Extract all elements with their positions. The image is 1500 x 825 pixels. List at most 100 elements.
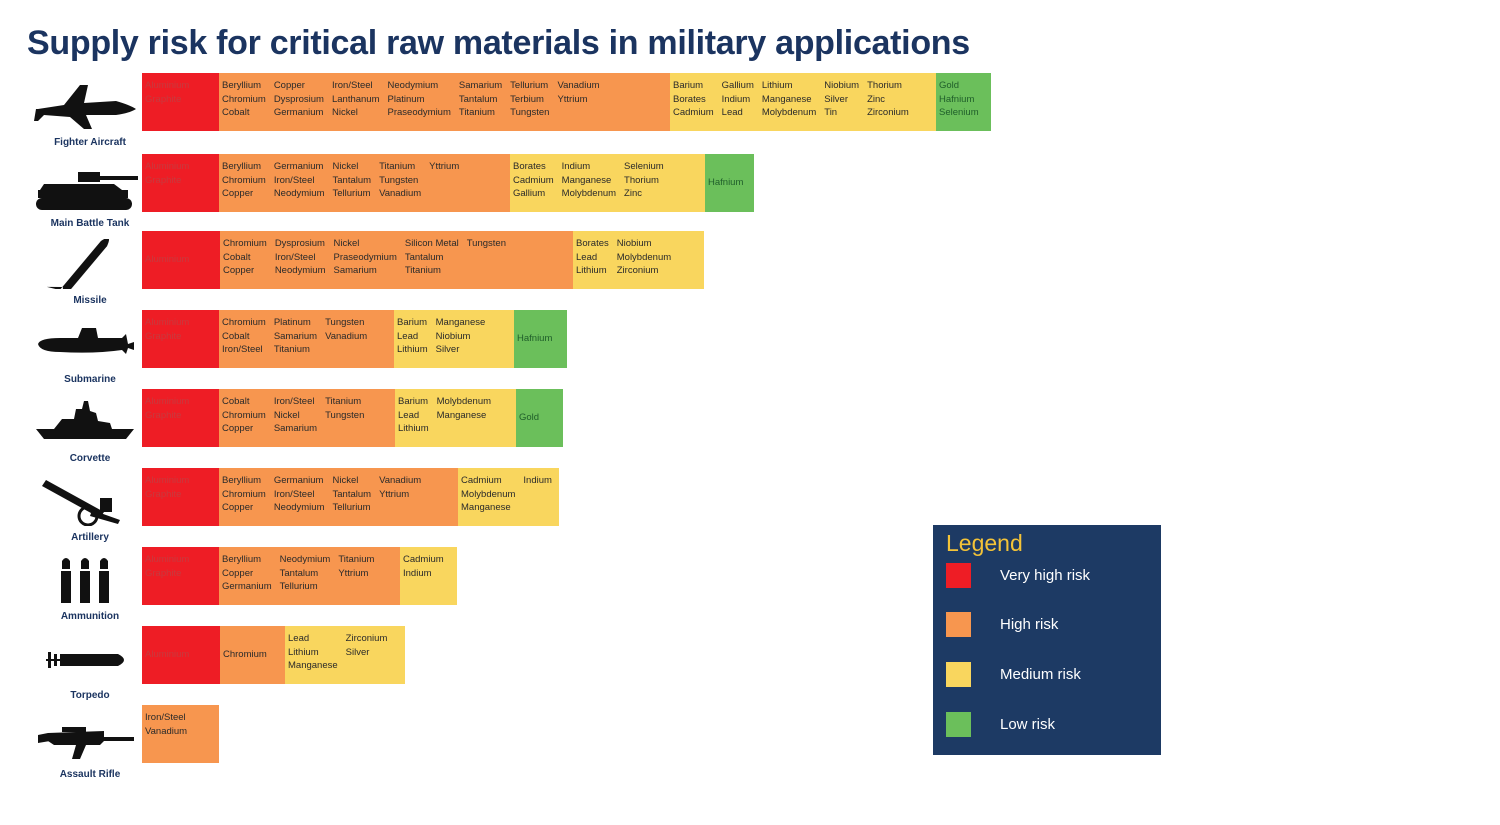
platform-row: Torpedo Aluminium Chromium Lead Lithium Manga… (0, 626, 1000, 711)
material-label: Titanium (325, 396, 362, 407)
legend: Legend Very high risk High risk Medium r… (933, 525, 1161, 755)
material-label: Gallium (513, 188, 546, 199)
material-column: Chromium Cobalt Iron/Steel (222, 316, 266, 368)
platform-label: Corvette (69, 453, 111, 464)
material-label: Tantalum (279, 567, 319, 579)
material-label: Graphite (145, 330, 182, 342)
material-label: Cadmium (461, 475, 502, 486)
material-column: Dysprosium Iron/Steel Neodymium (275, 237, 326, 289)
risk-segment-very-high: Aluminium Graphite (142, 389, 219, 447)
material-label: Hafnium (517, 333, 553, 345)
material-label: Cobalt (222, 107, 250, 118)
material-label: Tungsten (379, 174, 419, 186)
material-column: Aluminium Graphite (145, 160, 189, 212)
material-label: Neodymium (279, 554, 331, 565)
material-label: Copper (273, 80, 305, 91)
material-label: Gallium (721, 80, 754, 91)
material-label: Indium (403, 567, 432, 579)
material-label: Beryllium (222, 161, 262, 172)
material-label: Nickel (333, 238, 360, 249)
material-label: Copper (222, 423, 254, 434)
legend-swatch-low (946, 712, 971, 737)
material-column: Tungsten Vanadium (325, 316, 367, 368)
torpedo-icon (34, 634, 138, 684)
risk-segment-high: Beryllium Copper Germanium Neodymium Tantalu… (219, 547, 400, 605)
page-title: Supply risk for critical raw materials i… (27, 24, 970, 62)
material-label: Vanadium (145, 725, 188, 737)
platform-row: Corvette Aluminium Graphite Cobalt Chromium C… (0, 389, 1000, 474)
risk-segment-high: Chromium (220, 626, 285, 684)
corvette-icon (34, 397, 138, 447)
material-column: Molybdenum Manganese (437, 395, 491, 447)
material-column: Samarium Tantalum Titanium (459, 79, 502, 131)
risk-segment-high: Cobalt Chromium Copper Iron/Steel Nickel Sama… (219, 389, 395, 447)
material-label: Vanadium (325, 330, 368, 342)
risk-segment-low: Gold (516, 389, 563, 447)
material-label: Chromium (222, 488, 266, 500)
material-column: Yttrium (429, 160, 459, 212)
material-column: Niobium Silver Tin (824, 79, 859, 131)
material-label: Zinc (867, 93, 886, 105)
risk-segment-very-high: Aluminium (142, 626, 220, 684)
material-label: Cobalt (222, 330, 250, 342)
material-column: Tungsten (467, 237, 506, 289)
material-label: Tellurium (332, 502, 371, 513)
material-label: Hafnium (708, 177, 744, 189)
risk-segment-very-high: Aluminium (142, 231, 220, 289)
material-label: Silicon Metal (404, 238, 459, 249)
material-column: Lead Lithium Manganese (288, 632, 338, 684)
material-label: Tellurium (510, 80, 549, 91)
material-label: Indium (721, 93, 751, 105)
legend-label-very-high: Very high risk (1000, 567, 1091, 584)
material-label: Copper (223, 265, 255, 276)
risk-segment-medium: Barium Borates Cadmium Gallium Indium Lead Lit… (670, 73, 936, 131)
material-label: Tungsten (466, 238, 506, 249)
material-column: Platinum Samarium Titanium (274, 316, 317, 368)
platform-row: Assault Rifle Iron/Steel Vanadium (0, 705, 1000, 790)
material-label: Lead (288, 633, 310, 644)
material-column: Beryllium Copper Germanium (222, 553, 272, 605)
material-label: Indium (561, 161, 591, 172)
material-label: Barium (673, 80, 704, 91)
material-column: Vanadium Yttrium (379, 474, 421, 526)
material-label: Tungsten (325, 317, 365, 328)
risk-segment-medium: Barium Lead Lithium Manganese Niobium Silver (394, 310, 514, 368)
material-label: Beryllium (222, 554, 262, 565)
material-label: Niobium (616, 238, 652, 249)
material-column: Aluminium Graphite (145, 553, 189, 605)
fighter-aircraft-icon (34, 81, 138, 131)
material-label: Graphite (145, 93, 182, 105)
material-column: Borates Lead Lithium (576, 237, 609, 289)
material-label: Titanium (404, 265, 441, 276)
material-column: Hafnium (708, 176, 743, 190)
material-column: Tellurium Terbium Tungsten (510, 79, 549, 131)
material-label: Gold (519, 412, 540, 424)
material-column: Iron/Steel Vanadium (145, 711, 187, 763)
material-label: Aluminium (145, 554, 190, 565)
legend-title: Legend (946, 530, 1023, 556)
risk-segment-low: Gold Hafnium Selenium (936, 73, 991, 131)
material-label: Platinum (387, 93, 425, 105)
material-label: Graphite (145, 567, 182, 579)
material-label: Iron/Steel (273, 396, 315, 407)
material-label: Copper (222, 567, 254, 579)
material-label: Thorium (624, 174, 659, 186)
risk-segment-medium: Lead Lithium Manganese Zirconium Silver (285, 626, 405, 684)
material-label: Praseodymium (333, 251, 397, 263)
material-label: Lithium (576, 265, 607, 276)
material-label: Iron/Steel (274, 251, 316, 263)
material-label: Titanium (338, 554, 375, 565)
material-label: Germanium (222, 581, 272, 592)
material-label: Aluminium (145, 317, 190, 328)
material-label: Aluminium (145, 254, 190, 266)
platform-label: Torpedo (70, 690, 110, 701)
material-label: Nickel (332, 161, 359, 172)
material-column: Hafnium (517, 332, 552, 346)
material-column: Titanium Yttrium (338, 553, 374, 605)
material-label: Manganese (761, 93, 812, 105)
material-column: Germanium Iron/Steel Neodymium (274, 474, 325, 526)
material-label: Molybdenum (561, 188, 617, 199)
material-column: Cadmium Molybdenum Manganese (461, 474, 515, 526)
risk-segment-high: Chromium Cobalt Iron/Steel Platinum Samarium… (219, 310, 394, 368)
risk-segment-medium: Barium Lead Lithium Molybdenum Manganese (395, 389, 516, 447)
